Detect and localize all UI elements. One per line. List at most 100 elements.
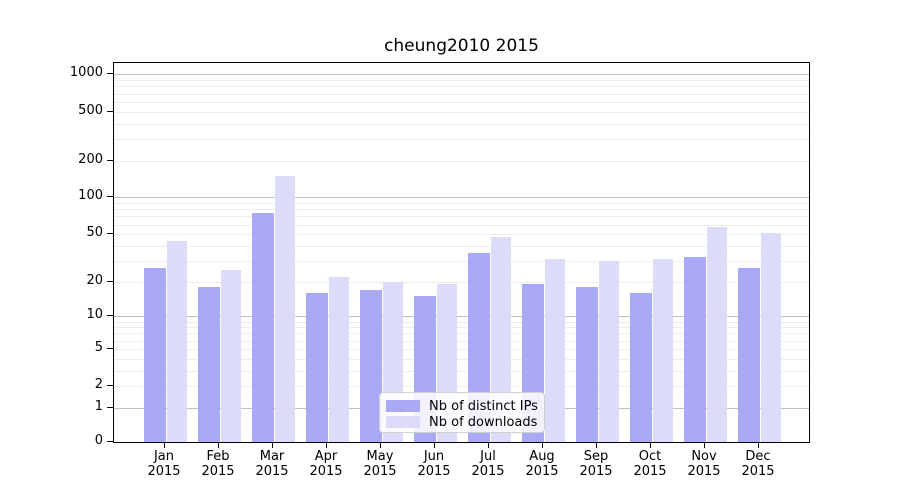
bar-distinct-ips (198, 287, 220, 442)
bar-downloads (761, 233, 781, 442)
x-tick (218, 443, 219, 448)
x-tick-year: 2015 (471, 464, 505, 479)
gridline-minor (114, 234, 809, 236)
x-tick-year: 2015 (687, 464, 721, 479)
y-tick-label: 0 (94, 433, 103, 448)
y-tick (107, 280, 113, 282)
x-tick-month: Apr (314, 449, 338, 464)
x-tick (434, 443, 435, 448)
legend-swatch-distinct-ips (386, 400, 420, 412)
y-tick-label: 1000 (69, 65, 103, 81)
bar-downloads (275, 175, 295, 442)
gridline-minor (114, 93, 809, 95)
x-tick (488, 443, 489, 448)
gridline-minor (114, 160, 809, 162)
gridline-minor (114, 321, 809, 323)
y-tick (107, 441, 113, 442)
y-tick-label: 1 (94, 398, 103, 414)
gridline-minor (114, 209, 809, 211)
y-tick-label: 5 (94, 339, 103, 355)
x-tick-year: 2015 (201, 464, 235, 479)
x-tick-month: Feb (206, 449, 230, 464)
bar-distinct-ips (738, 268, 760, 442)
gridline-minor (114, 327, 809, 329)
x-tick-year: 2015 (525, 464, 559, 479)
bar-downloads (167, 240, 187, 442)
gridline-major (114, 316, 809, 318)
gridline-minor (114, 101, 809, 103)
y-tick-label: 20 (86, 272, 103, 288)
x-tick-year: 2015 (417, 464, 451, 479)
gridline-minor (114, 281, 809, 283)
gridline-minor (114, 348, 809, 350)
gridline-major (114, 197, 809, 199)
y-tick (107, 406, 113, 408)
bar-downloads (221, 270, 241, 442)
y-tick (107, 233, 113, 235)
y-tick (107, 159, 113, 161)
gridline-minor (114, 340, 809, 342)
gridline-minor (114, 358, 809, 360)
y-tick (107, 347, 113, 349)
x-tick-year: 2015 (255, 464, 289, 479)
gridline-minor (114, 123, 809, 125)
bar-downloads (329, 276, 349, 442)
x-tick-label: Feb 2015 (191, 449, 245, 479)
chart-title: cheung2010 2015 (384, 36, 539, 56)
y-tick (107, 196, 113, 198)
bar-downloads (707, 227, 727, 442)
bar-distinct-ips (360, 289, 382, 442)
gridline-minor (114, 80, 809, 82)
x-tick (650, 443, 651, 448)
x-tick-month: Jan (153, 449, 175, 464)
x-tick-month: May (366, 449, 394, 464)
gridline-minor (114, 111, 809, 113)
x-tick-month: Nov (691, 449, 717, 464)
x-tick-label: Jun 2015 (407, 449, 461, 479)
bar-distinct-ips (630, 293, 652, 442)
gridline-minor (114, 138, 809, 140)
x-tick-year: 2015 (633, 464, 667, 479)
x-tick-month: Jul (480, 449, 496, 464)
gridline-minor (114, 370, 809, 372)
x-tick (758, 443, 759, 448)
bar-downloads (653, 259, 673, 442)
x-tick-label: Nov 2015 (677, 449, 731, 479)
x-tick-month: Dec (745, 449, 771, 464)
gridline-minor (114, 260, 809, 262)
x-tick-year: 2015 (309, 464, 343, 479)
x-tick-month: Jun (423, 449, 445, 464)
gridline-minor (114, 333, 809, 335)
x-tick-label: Mar 2015 (245, 449, 299, 479)
y-tick-label: 100 (78, 188, 103, 204)
x-tick-label: Oct 2015 (623, 449, 677, 479)
y-tick-label: 2 (94, 377, 103, 393)
x-tick-year: 2015 (147, 464, 181, 479)
x-tick-label: Jan 2015 (137, 449, 191, 479)
gridline-minor (114, 216, 809, 218)
bar-downloads (545, 259, 565, 442)
legend-swatch-downloads (386, 416, 420, 428)
y-tick-label: 200 (78, 151, 103, 167)
gridline-minor (114, 86, 809, 88)
x-tick (326, 443, 327, 448)
y-tick (107, 315, 113, 317)
x-tick-year: 2015 (363, 464, 397, 479)
gridline-minor (114, 224, 809, 226)
legend-label-distinct-ips: Nb of distinct IPs (429, 398, 538, 414)
x-tick-year: 2015 (579, 464, 613, 479)
legend-item-distinct-ips: Nb of distinct IPs (386, 398, 538, 414)
x-tick-label: Dec 2015 (731, 449, 785, 479)
bar-distinct-ips (684, 257, 706, 442)
x-tick-label: May 2015 (353, 449, 407, 479)
bar-distinct-ips (576, 287, 598, 442)
y-tick-label: 10 (86, 307, 103, 323)
x-tick (272, 443, 273, 448)
x-tick-label: Jul 2015 (461, 449, 515, 479)
x-tick (164, 443, 165, 448)
y-tick-label: 500 (78, 102, 103, 118)
x-tick-label: Aug 2015 (515, 449, 569, 479)
x-tick-month: Sep (583, 449, 609, 464)
x-tick (542, 443, 543, 448)
